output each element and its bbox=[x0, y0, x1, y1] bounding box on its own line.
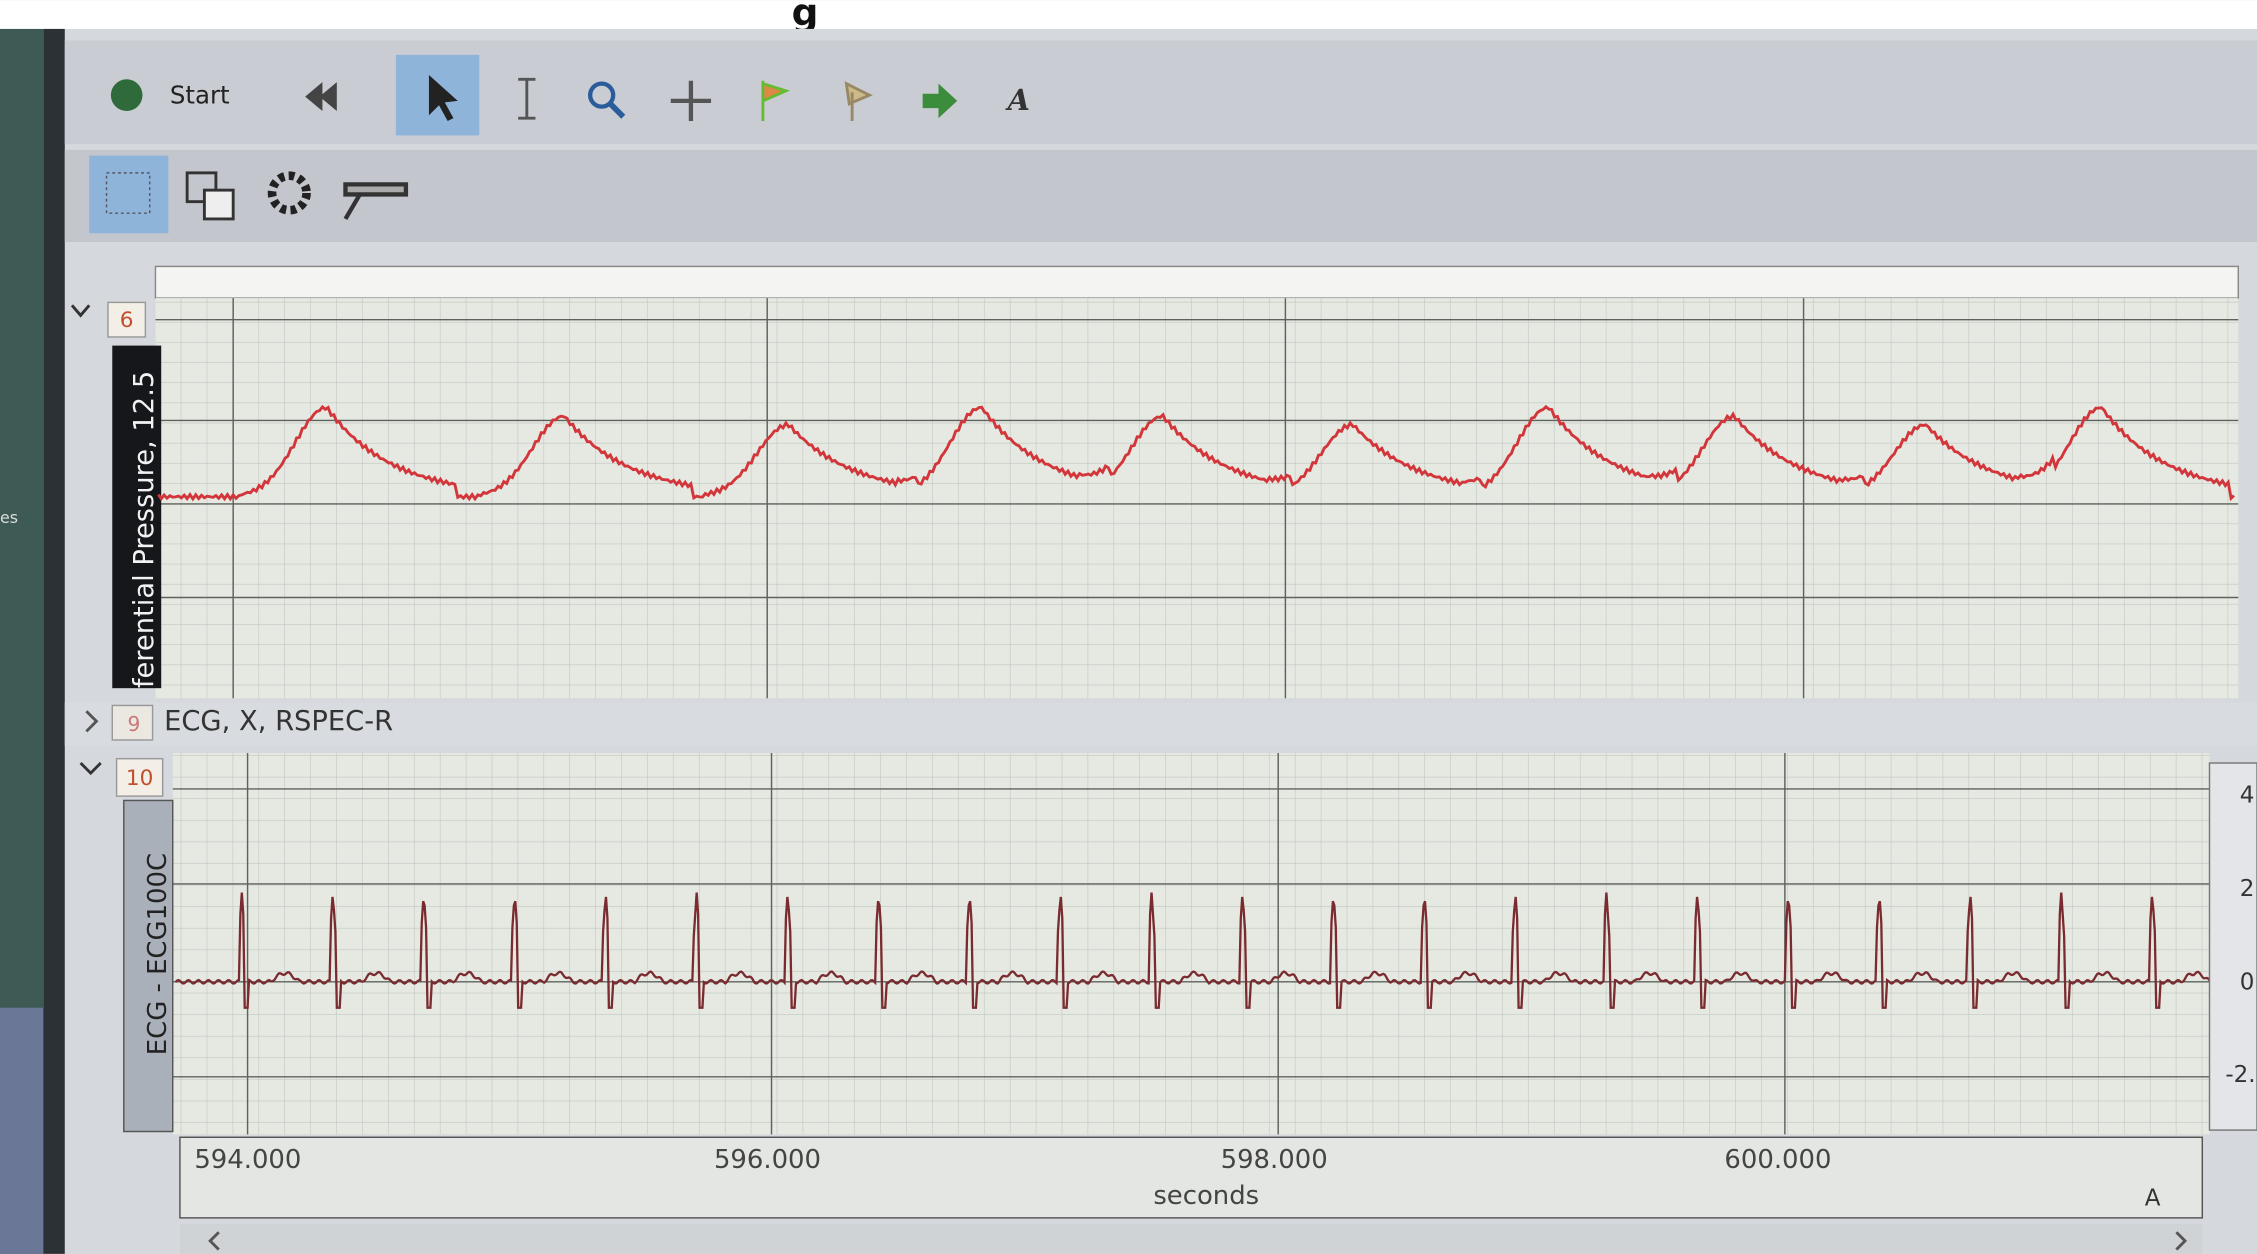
start-button[interactable]: Start bbox=[170, 81, 230, 110]
collapsed-channel bbox=[65, 703, 2257, 746]
toolbar bbox=[65, 40, 2257, 144]
channel-label: ECG, X, RSPEC-R bbox=[164, 706, 393, 737]
right-axis-label: 4 bbox=[2240, 783, 2255, 809]
right-axis-label: 2 bbox=[2240, 876, 2255, 902]
channel-header bbox=[155, 266, 2238, 298]
x-tick-label: 594.000 bbox=[194, 1145, 301, 1175]
channel-number: 6 bbox=[120, 308, 134, 333]
x-tick-label: 596.000 bbox=[714, 1145, 821, 1175]
add-window-icon bbox=[204, 190, 233, 219]
grid-button[interactable] bbox=[89, 156, 168, 234]
left-edge-lower bbox=[0, 1008, 43, 1254]
right-axis-label: 0 bbox=[2240, 970, 2255, 996]
channel-label: ECG - ECG100C bbox=[143, 853, 173, 1055]
channel-number: 10 bbox=[126, 766, 153, 791]
scrollbar[interactable] bbox=[180, 1224, 2202, 1254]
left-fragment: es bbox=[0, 508, 18, 527]
screen: es g Start A 6 ferential Pressure, 12.5 … bbox=[0, 0, 2257, 1254]
axis-corner-label[interactable]: A bbox=[2145, 1186, 2161, 1212]
channel-number: 9 bbox=[127, 712, 140, 736]
start-icon[interactable] bbox=[111, 79, 143, 111]
x-tick-label: 598.000 bbox=[1221, 1145, 1328, 1175]
text-tool[interactable]: A bbox=[1005, 83, 1030, 117]
window-border bbox=[43, 29, 65, 1254]
right-axis-label: -2. bbox=[2225, 1062, 2255, 1088]
channel-label: ferential Pressure, 12.5 bbox=[129, 371, 160, 688]
x-tick-label: 600.000 bbox=[1724, 1145, 1831, 1175]
x-axis-unit: seconds bbox=[1153, 1181, 1259, 1211]
